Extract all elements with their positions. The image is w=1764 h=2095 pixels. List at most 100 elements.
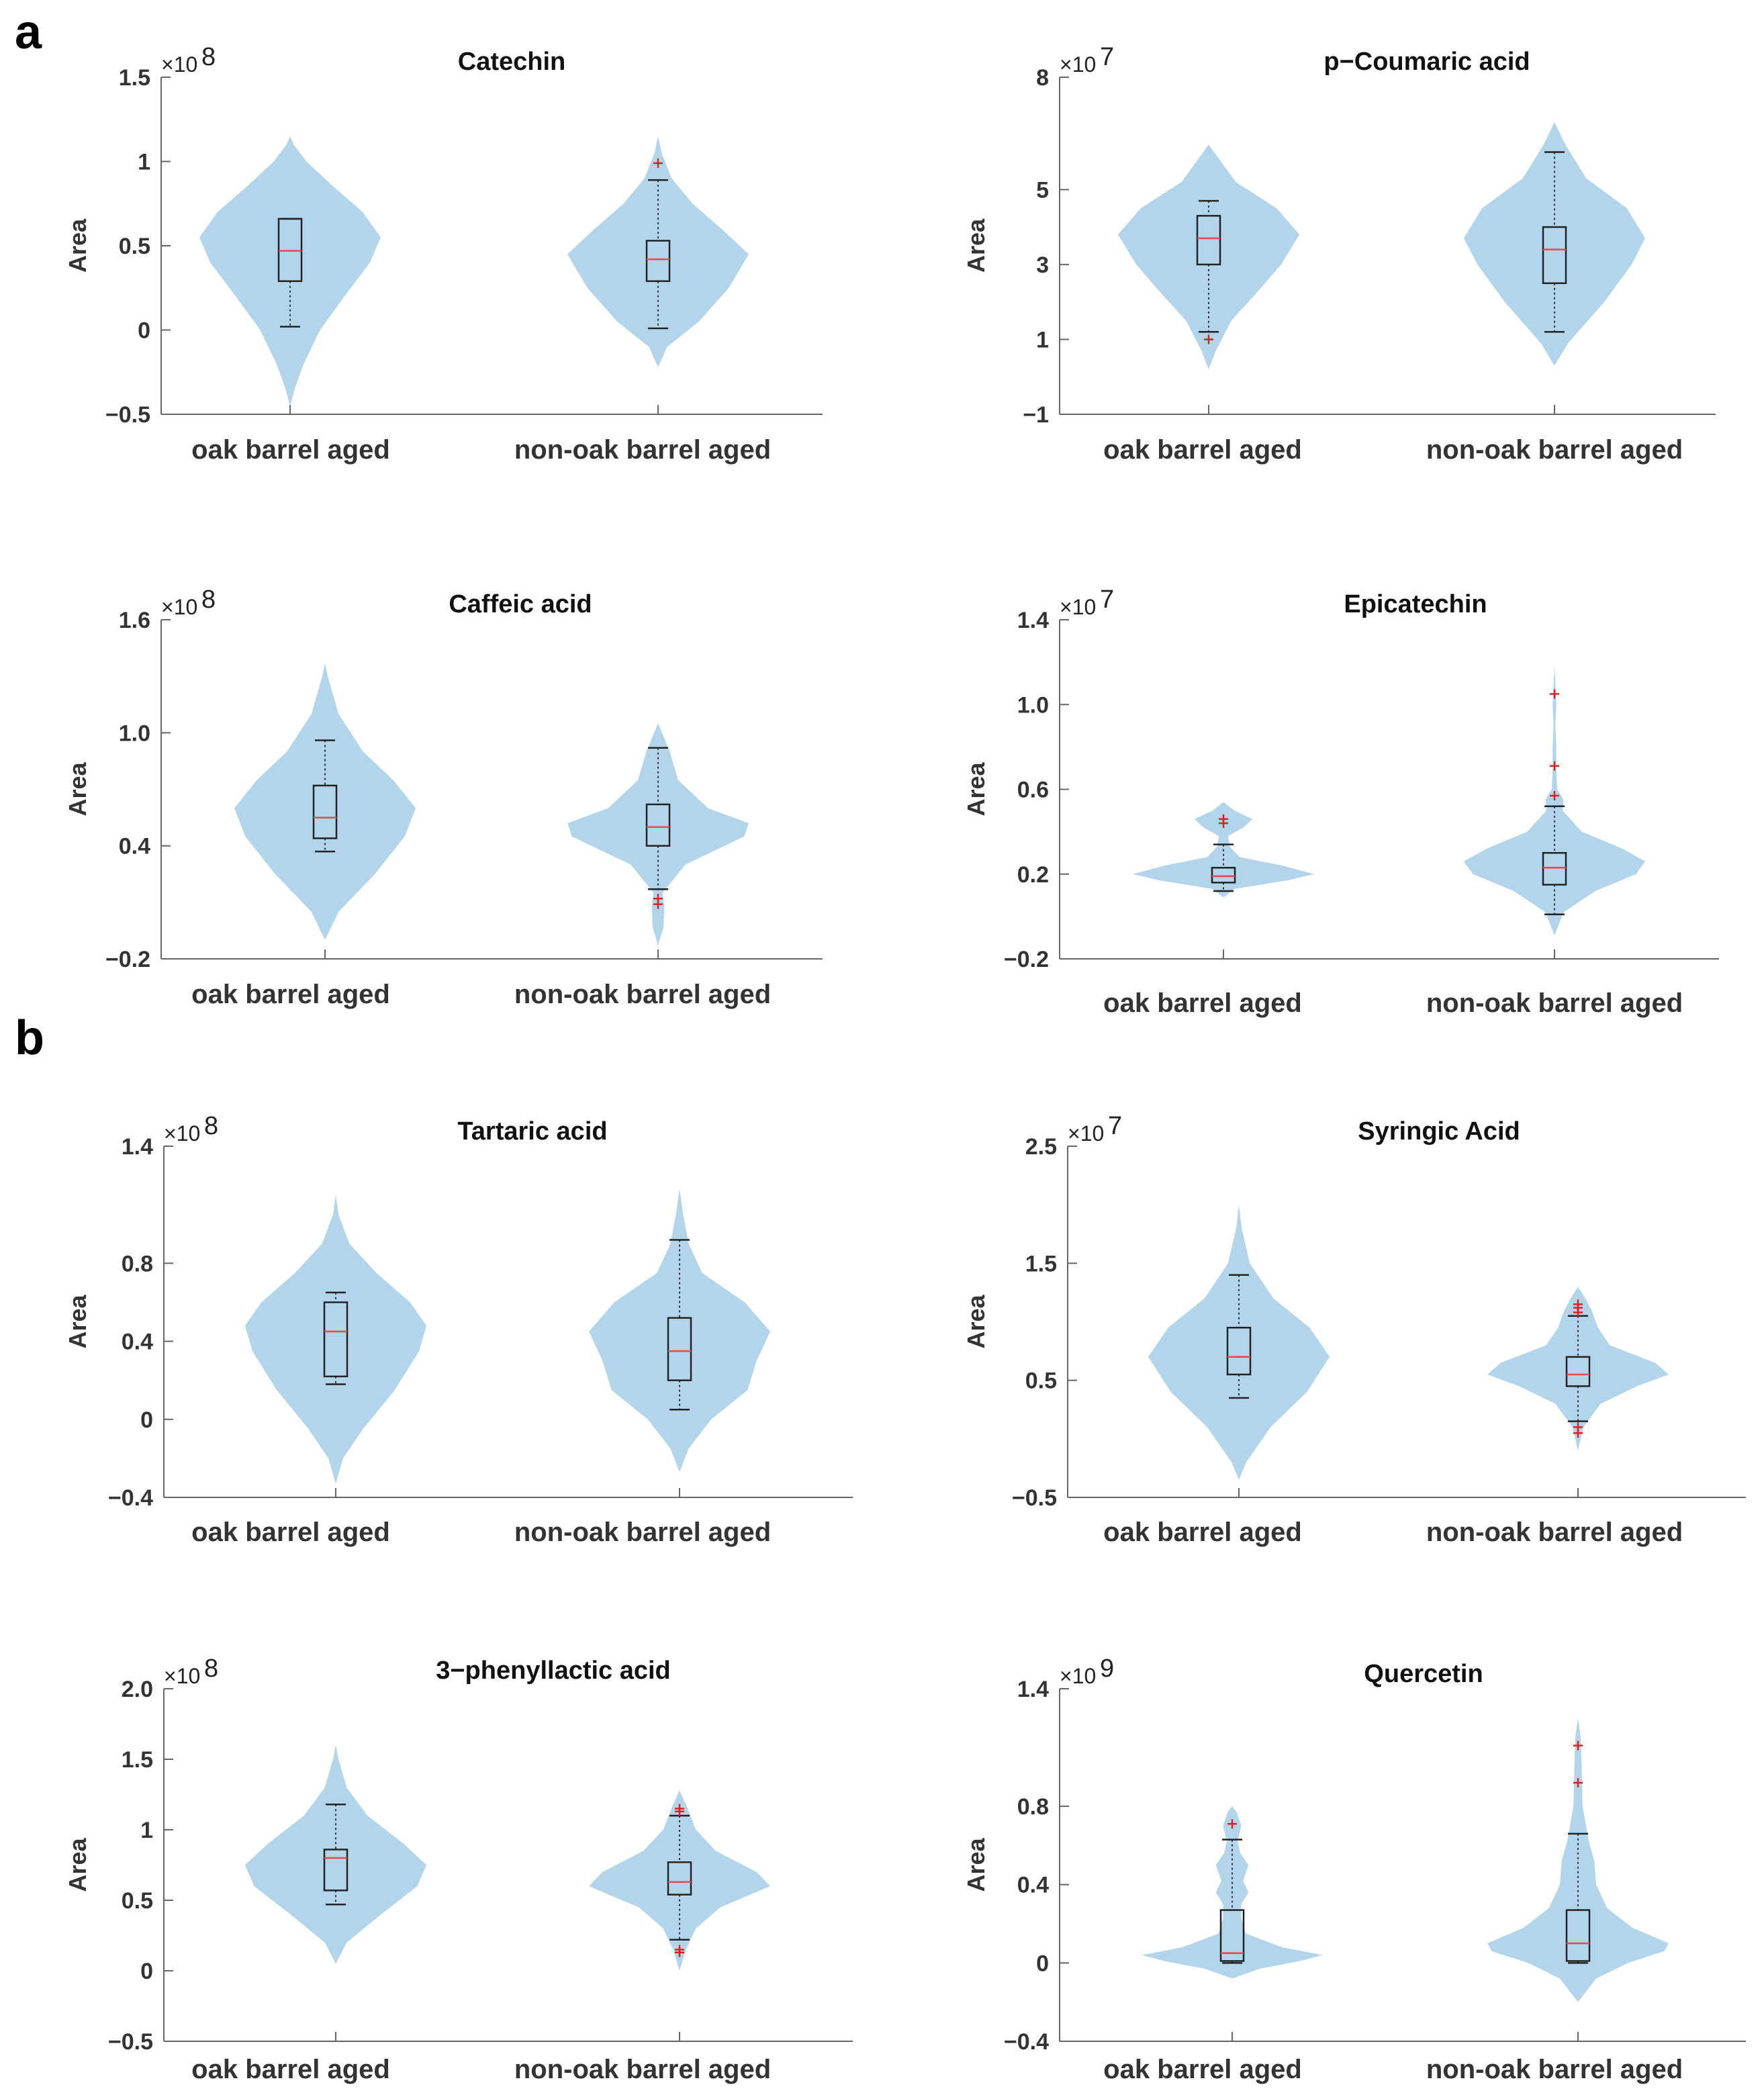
box: [667, 1861, 692, 1896]
outlier-marker: [1573, 1422, 1583, 1432]
x-category-label: oak barrel aged: [191, 435, 390, 465]
outlier-marker: [1573, 1778, 1583, 1787]
y-tick-label: 1.5: [119, 65, 150, 91]
y-tick-label: 0.4: [119, 834, 150, 859]
y-axis-label: Area: [962, 218, 990, 273]
outlier-marker: [675, 1804, 684, 1814]
violin-body: [1464, 122, 1645, 366]
y-tick-label: −0.5: [105, 402, 150, 428]
y-tick-label: 1: [1036, 327, 1049, 353]
axis-multiplier: ×10: [161, 52, 197, 77]
series-0: [234, 663, 416, 940]
y-tick-label: 0.2: [1017, 862, 1049, 888]
violin-body: [199, 136, 381, 406]
box: [1226, 1326, 1252, 1376]
x-category-label: non-oak barrel aged: [514, 980, 771, 1009]
y-axis-label: Area: [962, 762, 990, 817]
box: [1565, 1356, 1591, 1387]
y-tick-label: 0.5: [119, 234, 150, 259]
box: [323, 1849, 349, 1892]
series-1: [589, 1189, 770, 1473]
chart-title: Syringic Acid: [1358, 1117, 1520, 1146]
x-category-label: non-oak barrel aged: [514, 1518, 771, 1547]
y-tick-label: 8: [1036, 65, 1049, 91]
chart-title: 3−phenyllactic acid: [436, 1657, 671, 1685]
x-category-label: oak barrel aged: [191, 1518, 390, 1547]
series-0: [1148, 1205, 1330, 1480]
chart-7: −0.4 0 0.4 0.8 1.4 ×10 9 Quercetin Area oak barre…: [962, 1655, 1746, 2084]
series-1: [1464, 666, 1645, 936]
series-1: [589, 1790, 770, 1971]
chart-4: −0.4 0 0.4 0.8 1.4 ×10 8 Tartaric acid Area oak b…: [64, 1112, 853, 1547]
y-axis-label: Area: [64, 218, 91, 273]
y-tick-label: 0.4: [122, 1330, 153, 1355]
y-axis-label: Area: [64, 762, 91, 817]
x-category-label: oak barrel aged: [1103, 435, 1302, 465]
y-axis-label: Area: [962, 1838, 990, 1892]
violin-body: [589, 1189, 770, 1473]
x-category-label: non-oak barrel aged: [1426, 988, 1683, 1018]
chart-title: Tartaric acid: [457, 1117, 607, 1146]
y-tick-label: 1.6: [119, 608, 150, 633]
violin-body: [1487, 1287, 1669, 1451]
y-tick-label: −0.5: [1012, 1485, 1057, 1511]
outlier-marker: [675, 1945, 684, 1955]
y-tick-label: 0: [140, 1959, 153, 1984]
violin-body: [567, 723, 749, 946]
axis-multiplier-exponent: 8: [201, 43, 216, 71]
chart-1: −1 1 3 5 8 ×10 7 p−Coumaric acid Area oak barrel …: [962, 43, 1716, 465]
y-tick-label: 3: [1036, 252, 1049, 278]
y-axis-label: Area: [64, 1295, 91, 1349]
panel-label-b: b: [15, 1011, 44, 1065]
y-tick-label: 1.0: [119, 720, 150, 746]
y-tick-label: 0.6: [1017, 778, 1049, 803]
chart-title: p−Coumaric acid: [1324, 48, 1530, 76]
x-category-label: oak barrel aged: [191, 980, 390, 1009]
axis-multiplier-exponent: 7: [1100, 43, 1114, 71]
chart-title: Caffeic acid: [449, 590, 592, 618]
axis-multiplier: ×10: [1060, 595, 1096, 619]
y-tick-label: 0.8: [122, 1251, 153, 1276]
series-1: [1487, 1287, 1669, 1451]
violin-body: [567, 136, 749, 367]
x-category-label: non-oak barrel aged: [1426, 1518, 1683, 1547]
x-category-label: oak barrel aged: [1103, 1518, 1302, 1547]
violin-body: [1464, 666, 1645, 936]
box: [645, 803, 671, 847]
y-tick-label: −0.5: [108, 2029, 153, 2055]
series-1: [1487, 1718, 1669, 2002]
y-tick-label: 1.4: [1017, 1677, 1049, 1702]
axis-multiplier-exponent: 8: [204, 1655, 218, 1683]
box: [1542, 226, 1567, 285]
y-tick-label: 1.5: [122, 1747, 153, 1773]
chart-0: −0.5 0 0.5 1 1.5 ×10 8 Catechin Area oak barrel a…: [64, 43, 823, 465]
y-tick-label: 2.0: [122, 1677, 153, 1702]
y-axis-label: Area: [64, 1838, 91, 1892]
series-0: [1142, 1806, 1323, 1979]
y-tick-label: −0.4: [1004, 2029, 1049, 2055]
outlier-marker: [1550, 790, 1559, 800]
y-tick-label: 1.5: [1025, 1251, 1057, 1276]
violin-body: [1148, 1205, 1330, 1480]
series-0: [1133, 802, 1314, 898]
outlier-marker: [653, 894, 663, 904]
violin-body: [234, 663, 416, 940]
y-tick-label: −0.2: [105, 947, 150, 972]
series-0: [245, 1745, 426, 1964]
series-0: [245, 1195, 426, 1484]
axis-multiplier: ×10: [1068, 1121, 1104, 1146]
chart-title: Quercetin: [1364, 1660, 1483, 1688]
outlier-marker: [1204, 334, 1213, 344]
chart-title: Epicatechin: [1344, 590, 1487, 618]
box: [667, 1317, 692, 1381]
box: [1211, 867, 1236, 884]
axis-multiplier-exponent: 7: [1108, 1112, 1122, 1140]
outlier-marker: [1227, 1819, 1237, 1829]
series-1: [1464, 122, 1645, 366]
outlier-marker: [1550, 689, 1559, 699]
y-tick-label: 0.5: [122, 1888, 153, 1914]
box: [1565, 1909, 1591, 1962]
box: [277, 218, 303, 282]
outlier-marker: [653, 158, 663, 169]
